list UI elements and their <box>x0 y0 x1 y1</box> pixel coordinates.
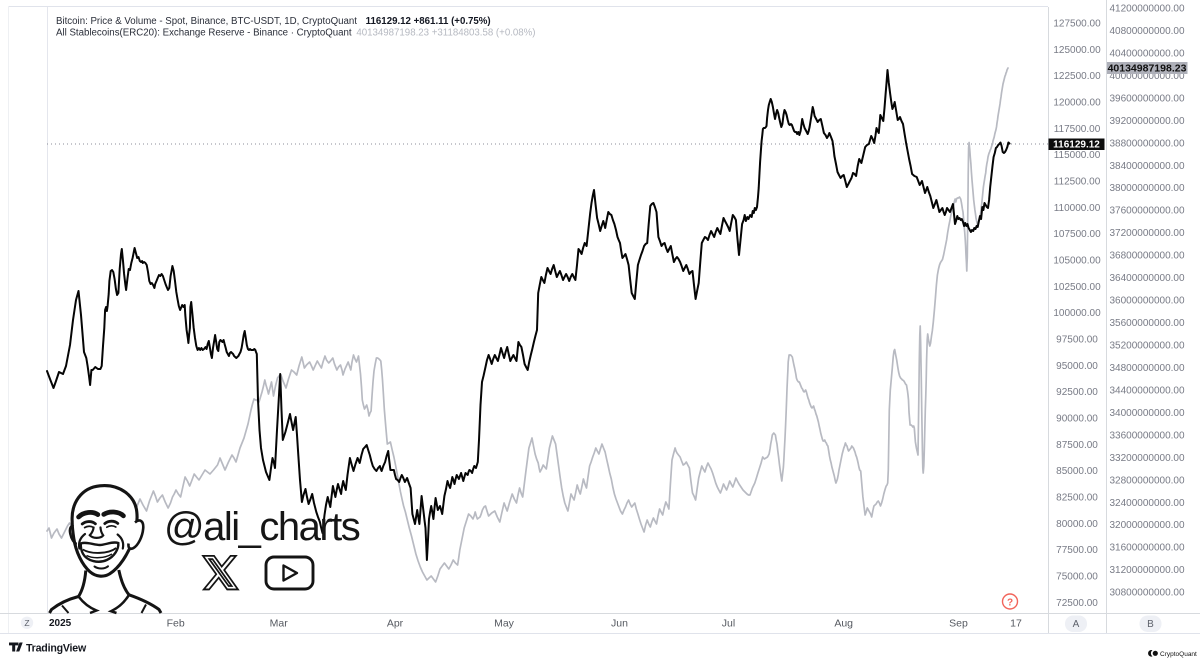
svg-text:34800000000.00: 34800000000.00 <box>1109 363 1185 374</box>
svg-text:Mar: Mar <box>270 617 289 629</box>
svg-text:17: 17 <box>1010 617 1022 629</box>
svg-text:34000000000.00: 34000000000.00 <box>1109 408 1185 419</box>
svg-text:122500.00: 122500.00 <box>1053 71 1101 82</box>
svg-text:32400000000.00: 32400000000.00 <box>1109 498 1185 509</box>
svg-text:127500.00: 127500.00 <box>1053 19 1101 30</box>
svg-text:80000.00: 80000.00 <box>1056 519 1098 530</box>
svg-text:77500.00: 77500.00 <box>1056 545 1098 556</box>
svg-text:116129.12: 116129.12 <box>1053 140 1100 151</box>
svg-text:102500.00: 102500.00 <box>1053 282 1101 293</box>
svg-text:@ali_charts: @ali_charts <box>164 505 360 549</box>
svg-text:100000.00: 100000.00 <box>1053 308 1101 319</box>
svg-text:37600000000.00: 37600000000.00 <box>1109 206 1185 217</box>
svg-text:39600000000.00: 39600000000.00 <box>1109 93 1185 104</box>
svg-text:75000.00: 75000.00 <box>1056 571 1098 582</box>
svg-text:33600000000.00: 33600000000.00 <box>1109 430 1185 441</box>
svg-text:110000.00: 110000.00 <box>1054 203 1101 214</box>
svg-text:107500.00: 107500.00 <box>1053 229 1101 240</box>
svg-text:97500.00: 97500.00 <box>1056 335 1098 346</box>
svg-text:B: B <box>1147 619 1154 630</box>
svg-text:112500.00: 112500.00 <box>1054 177 1101 188</box>
svg-text:?: ? <box>1007 597 1013 608</box>
svg-text:Sep: Sep <box>949 617 968 629</box>
svg-text:105000.00: 105000.00 <box>1053 256 1101 267</box>
svg-text:TradingView: TradingView <box>26 642 87 654</box>
svg-text:117500.00: 117500.00 <box>1054 124 1101 135</box>
svg-text:87500.00: 87500.00 <box>1056 440 1098 451</box>
svg-text:35200000000.00: 35200000000.00 <box>1109 341 1185 352</box>
svg-text:38800000000.00: 38800000000.00 <box>1109 138 1185 149</box>
svg-text:36000000000.00: 36000000000.00 <box>1109 296 1185 307</box>
svg-text:31200000000.00: 31200000000.00 <box>1109 565 1185 576</box>
svg-text:32000000000.00: 32000000000.00 <box>1109 520 1185 531</box>
svg-text:41200000000.00: 41200000000.00 <box>1109 4 1185 15</box>
svg-text:Aug: Aug <box>834 617 853 629</box>
svg-text:Feb: Feb <box>167 617 185 629</box>
svg-text:30800000000.00: 30800000000.00 <box>1109 588 1185 599</box>
svg-text:32800000000.00: 32800000000.00 <box>1109 475 1185 486</box>
svg-text:120000.00: 120000.00 <box>1053 98 1101 109</box>
svg-text:Z: Z <box>24 618 29 628</box>
svg-text:82500.00: 82500.00 <box>1056 492 1098 503</box>
svg-text:40000000000.00: 40000000000.00 <box>1109 71 1185 82</box>
svg-text:36400000000.00: 36400000000.00 <box>1109 273 1185 284</box>
svg-text:34400000000.00: 34400000000.00 <box>1109 385 1185 396</box>
svg-text:92500.00: 92500.00 <box>1056 387 1098 398</box>
svg-text:CryptoQuant: CryptoQuant <box>1160 651 1197 658</box>
svg-text:85000.00: 85000.00 <box>1056 466 1098 477</box>
svg-text:Bitcoin: Price & Volume - Spot: Bitcoin: Price & Volume - Spot, Binance,… <box>56 16 491 27</box>
svg-text:2025: 2025 <box>49 618 72 629</box>
svg-text:33200000000.00: 33200000000.00 <box>1109 453 1185 464</box>
svg-text:40134987198.23: 40134987198.23 <box>1108 63 1187 75</box>
svg-text:Jul: Jul <box>722 617 735 629</box>
svg-text:95000.00: 95000.00 <box>1056 361 1098 372</box>
svg-text:40800000000.00: 40800000000.00 <box>1109 26 1185 37</box>
svg-text:36800000000.00: 36800000000.00 <box>1109 251 1185 262</box>
svg-text:35600000000.00: 35600000000.00 <box>1109 318 1185 329</box>
svg-text:38000000000.00: 38000000000.00 <box>1109 183 1185 194</box>
svg-text:May: May <box>494 617 515 629</box>
svg-text:Jun: Jun <box>611 617 628 629</box>
svg-text:40400000000.00: 40400000000.00 <box>1109 48 1185 59</box>
svg-text:39200000000.00: 39200000000.00 <box>1109 116 1185 127</box>
svg-text:A: A <box>1073 619 1080 630</box>
svg-text:90000.00: 90000.00 <box>1056 413 1098 424</box>
svg-text:Apr: Apr <box>387 617 404 629</box>
svg-text:38400000000.00: 38400000000.00 <box>1109 161 1185 172</box>
svg-text:31600000000.00: 31600000000.00 <box>1109 543 1185 554</box>
svg-text:115000.00: 115000.00 <box>1054 150 1101 161</box>
svg-text:125000.00: 125000.00 <box>1053 45 1101 56</box>
svg-text:All Stablecoins(ERC20): Exchan: All Stablecoins(ERC20): Exchange Reserve… <box>56 27 536 38</box>
svg-text:72500.00: 72500.00 <box>1056 598 1098 609</box>
svg-text:37200000000.00: 37200000000.00 <box>1109 228 1185 239</box>
